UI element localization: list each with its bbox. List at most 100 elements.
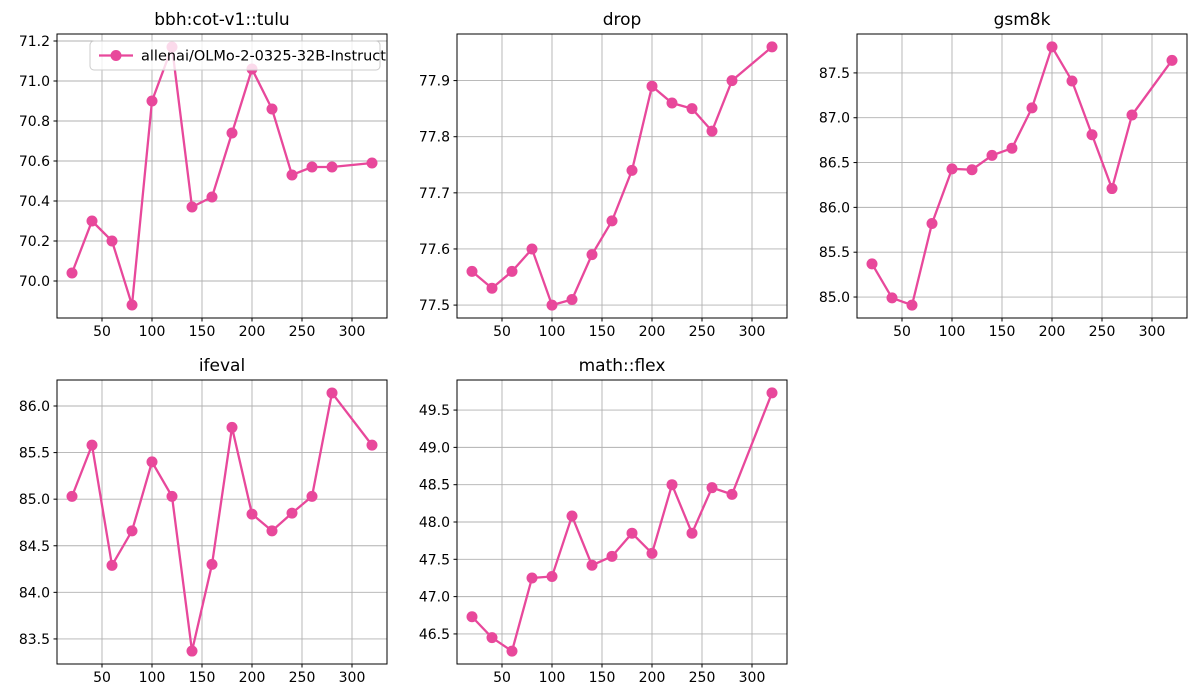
data-point-marker (706, 482, 718, 494)
legend-label: allenai/OLMo-2-0325-32B-Instruct (141, 49, 386, 65)
data-point-marker (1066, 75, 1078, 87)
data-point-marker (186, 645, 198, 657)
x-tick-label: 200 (1039, 324, 1066, 340)
data-point-marker (926, 218, 938, 230)
data-point-marker (206, 558, 218, 570)
x-tick-label: 250 (1089, 324, 1116, 340)
data-point-marker (506, 265, 518, 277)
data-point-marker (106, 559, 118, 571)
data-point-marker (246, 508, 258, 520)
data-point-marker (466, 611, 478, 623)
x-tick-label: 50 (93, 670, 111, 686)
data-line (70, 46, 373, 306)
y-tick-label: 85.5 (19, 446, 50, 462)
data-point-marker (326, 161, 338, 173)
x-tick-label: 150 (989, 324, 1016, 340)
data-point-marker (266, 103, 278, 115)
y-tick-label: 70.2 (19, 234, 50, 250)
data-line (70, 390, 373, 652)
x-tick-label: 100 (539, 324, 566, 340)
y-tick-label: 77.9 (419, 74, 450, 90)
data-point-marker (566, 510, 578, 522)
data-point-marker (866, 258, 878, 270)
data-point-marker (526, 243, 538, 255)
x-tick-label: 300 (739, 670, 766, 686)
data-point-marker (506, 645, 518, 657)
y-tick-label: 77.8 (419, 130, 450, 146)
y-tick-label: 70.4 (19, 194, 50, 210)
axes-frame (56, 33, 388, 319)
subplot-ifeval-plot-area: 50 100 150 200 250 300 83.5 84.0 84.5 85.0 85.5 86.… (19, 379, 388, 686)
data-point-marker (1046, 41, 1058, 53)
subplot-gsm8k-title: gsm8k (993, 10, 1051, 30)
data-point-marker (1126, 109, 1138, 121)
axes-frame (56, 379, 388, 665)
data-point-marker (486, 632, 498, 644)
data-point-marker (726, 488, 738, 500)
data-point-marker (1006, 142, 1018, 154)
data-point-marker (66, 490, 78, 502)
subplot-ifeval: 50 100 150 200 250 300 83.5 84.0 84.5 85.0 85.5 86.… (0, 346, 400, 696)
x-tick-label: 100 (939, 324, 966, 340)
legend-marker-sample (110, 50, 122, 61)
data-point-marker (226, 421, 238, 433)
subplot-drop: 50 100 150 200 250 300 77.5 77.6 77.7 77.8 77.9 dr… (400, 0, 800, 350)
y-tick-label: 86.0 (819, 200, 850, 216)
data-point-marker (886, 292, 898, 304)
data-point-marker (706, 125, 718, 137)
data-point-marker (626, 527, 638, 539)
x-tick-label: 300 (339, 670, 366, 686)
y-tick-label: 46.5 (419, 627, 450, 643)
y-tick-label: 77.7 (419, 186, 450, 202)
subplot-math-flex-title: math::flex (578, 356, 666, 376)
data-point-marker (726, 75, 738, 87)
data-point-marker (966, 164, 978, 176)
x-tick-label: 200 (239, 670, 266, 686)
axes-frame (456, 33, 788, 319)
x-tick-label: 150 (189, 670, 216, 686)
data-point-marker (106, 235, 118, 247)
y-tick-label: 70.8 (19, 114, 50, 130)
data-line (471, 46, 773, 307)
data-point-marker (666, 97, 678, 109)
data-point-marker (586, 249, 598, 261)
data-point-marker (126, 299, 138, 311)
axes-frame (456, 379, 788, 665)
data-point-marker (146, 456, 158, 468)
x-tick-label: 150 (589, 670, 616, 686)
y-tick-label: 85.5 (819, 245, 850, 261)
y-tick-label: 49.5 (419, 403, 450, 419)
subplot-bbh-cot-v1-tulu: 50 100 150 200 250 300 70.0 70.2 70.4 70.6 70.8 71.… (0, 0, 400, 350)
data-point-marker (1026, 102, 1038, 114)
data-point-marker (986, 149, 998, 161)
x-tick-label: 200 (639, 324, 666, 340)
data-point-marker (1086, 129, 1098, 141)
data-point-marker (686, 527, 698, 539)
y-tick-label: 87.5 (819, 66, 850, 82)
data-point-marker (146, 95, 158, 107)
y-tick-label: 49.0 (419, 440, 450, 456)
x-tick-label: 50 (493, 324, 511, 340)
data-point-marker (486, 282, 498, 294)
data-point-marker (666, 479, 678, 491)
data-point-marker (946, 163, 958, 175)
data-point-marker (526, 572, 538, 584)
x-tick-label: 50 (493, 670, 511, 686)
subplot-math-flex-plot-area: 50 100 150 200 250 300 46.5 47.0 47.5 48.0 48.5 49.… (419, 379, 788, 686)
x-tick-label: 100 (139, 670, 166, 686)
data-point-marker (286, 169, 298, 181)
y-tick-label: 85.0 (819, 290, 850, 306)
y-tick-label: 70.0 (19, 274, 50, 290)
x-tick-label: 300 (339, 324, 366, 340)
data-point-marker (1166, 54, 1178, 66)
x-tick-label: 100 (539, 670, 566, 686)
y-tick-label: 83.5 (19, 632, 50, 648)
data-point-marker (366, 439, 378, 451)
y-tick-label: 85.0 (19, 492, 50, 508)
y-tick-label: 86.0 (19, 399, 50, 415)
x-tick-label: 250 (689, 670, 716, 686)
data-point-marker (286, 507, 298, 519)
data-point-marker (206, 191, 218, 203)
x-tick-label: 200 (239, 324, 266, 340)
data-point-marker (86, 439, 98, 451)
